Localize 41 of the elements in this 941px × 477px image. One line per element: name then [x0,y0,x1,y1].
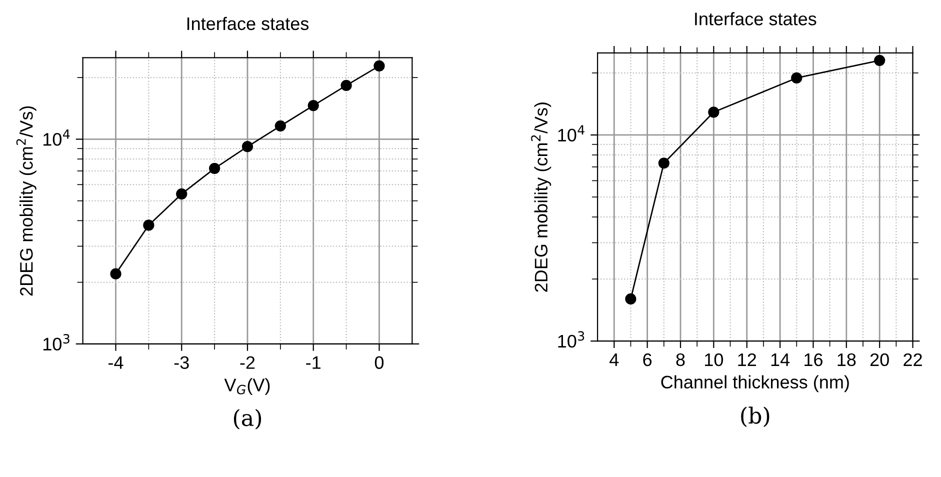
point [176,188,188,200]
point [308,100,319,112]
point [340,80,352,92]
chart-title: Interface states [695,12,816,26]
y-tick-label: 10$^{3}$ [43,334,70,350]
chart-title: Interface states [187,16,309,30]
y-tick-label: 10$^{4}$ [43,129,70,146]
x-tick-label: 16 [804,353,822,366]
text: (a) [234,409,262,430]
text: (b) [741,406,770,427]
x-tick-label: 8 [676,353,685,366]
point [874,54,886,66]
x-axis-title: V$_{G}$(V) [224,378,270,395]
x-tick-label: 6 [643,353,652,366]
point [374,60,385,72]
x-tick-label: 0 [374,356,384,369]
x-tick-label: 22 [904,353,922,366]
x-axis-title: Channel thickness (nm) [661,375,849,392]
y-tick-label: 10$^{4}$ [558,125,584,142]
point [658,158,670,169]
point [274,120,286,132]
point [143,220,154,231]
x-tick-label: -1 [306,356,320,369]
x-tick-label: 12 [738,353,756,366]
point [110,268,122,280]
x-tick-label: -3 [174,356,189,369]
point [208,162,220,174]
x-tick-label: 4 [610,354,619,366]
x-tick-label: -2 [240,356,255,369]
point [791,72,802,84]
x-tick-label: -4 [108,356,124,369]
point [242,141,254,152]
x-tick-label: 10 [705,353,724,366]
point [625,293,636,305]
x-tick-label: 14 [771,354,790,366]
x-tick-label: 20 [870,353,889,366]
y-tick-label: 10$^{3}$ [558,331,584,348]
point [708,106,720,118]
x-tick-label: 18 [838,353,856,366]
y-axis-title: 2DEG mobility (cm$^{2}$/Vs) [531,102,552,292]
y-axis-title: 2DEG mobility (cm$^{2}$/Vs) [16,106,36,296]
